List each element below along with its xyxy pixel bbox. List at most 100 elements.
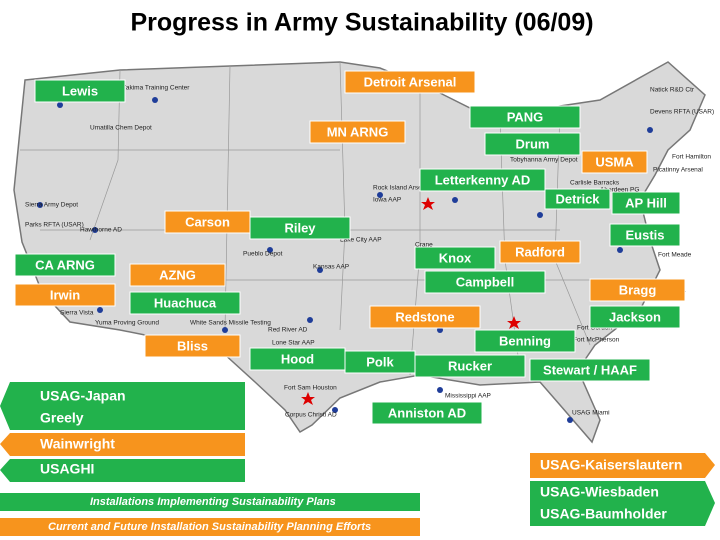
site-label: Parks RFTA (USAR) [25,222,84,229]
installation-box [129,263,226,287]
legend-bar [0,518,420,536]
installation-label: Irwin [50,287,80,302]
installation-label: USMA [595,154,634,169]
site-label: Fort Hamilton [672,154,711,161]
installation-label: MN ARNG [327,124,389,139]
installation-box [14,253,116,277]
overseas-label: USAG-Kaiserslautern [540,457,682,473]
site-label: Fort Meade [658,252,692,259]
installation-label: Detroit Arsenal [364,74,457,89]
site-label: USAG Miami [572,410,610,417]
legend-bar [0,493,420,511]
installation-label: Hood [281,351,314,366]
overseas-label: Wainwright [40,436,115,452]
installation-label: Bragg [619,282,657,297]
site-label: Lake City AAP [340,237,382,244]
site-label: Aberdeen PG [600,187,639,194]
site-label: Fort Sam Houston [284,385,337,392]
installation-box [129,291,241,315]
installation-box [309,120,406,144]
stars [301,197,521,405]
installation-box [414,354,526,378]
overseas-arrow [0,433,245,456]
installation-box [369,305,481,329]
overseas-label: Greely [40,410,84,426]
installation-label: Radford [515,244,565,259]
installation-label: PANG [507,109,544,124]
installation-box [344,70,476,94]
site-label: Fort McPherson [573,337,620,344]
site-label: Umatilla Chem Depot [90,125,152,132]
overseas-label: USAGHI [40,461,94,477]
overseas-arrow [0,459,245,482]
installation-box [34,79,126,103]
overseas-label: USAG-Baumholder [540,506,667,522]
installation-box [419,168,546,192]
site-label: Red River AD [268,327,308,334]
overseas-label: USAG-Japan [40,388,126,404]
installation-label: Knox [439,250,472,265]
installation-box [609,223,681,247]
installation-box [589,278,686,302]
overseas-arrow [530,453,715,478]
installation-label: Rucker [448,358,492,373]
site-label: Yakima Training Center [122,85,190,92]
overseas-label: USAG-Wiesbaden [540,484,659,500]
title: Progress in Army Sustainability (06/09) [130,9,593,37]
installation-label: Carson [185,214,230,229]
site-label: White Sands Missile Testing [190,320,271,327]
legend-text: Current and Future Installation Sustaina… [48,521,371,533]
site-label: Pueblo Depot [243,251,283,258]
site-label: Lone Star AAP [272,340,315,347]
installation-box [424,270,546,294]
installation-label: Drum [516,136,550,151]
site-label: Picatinny Arsenal [653,167,703,174]
site-label: Rock Island Arsenal [373,185,431,192]
installation-label: Riley [284,220,316,235]
installation-label: Eustis [625,227,664,242]
installation-box [14,283,116,307]
installation-label: Redstone [395,309,454,324]
installation-box [529,358,651,382]
site-label: Tobyhanna Army Depot [510,157,578,164]
installation-box [474,329,576,353]
installation-box [589,305,681,329]
installation-label: Lewis [62,83,98,98]
site-label: Mississippi AAP [445,393,491,400]
overseas-arrow [0,382,245,430]
installation-box [144,334,241,358]
overseas-arrow [530,481,715,526]
installation-label: AP Hill [625,195,667,210]
installation-label: Anniston AD [388,405,466,420]
installation-label: Stewart / HAAF [543,362,637,377]
installation-label: Campbell [456,274,515,289]
installation-label: Polk [366,354,394,369]
site-label: Carlisle Barracks [570,180,620,187]
installation-label: Detrick [555,191,600,206]
installation-label: Huachuca [154,295,217,310]
dots [37,97,653,423]
installation-label: CA ARNG [35,257,95,272]
installation-label: Benning [499,333,551,348]
installation-label: Bliss [177,338,208,353]
installation-box [499,240,581,264]
legend-text: Installations Implementing Sustainabilit… [90,496,336,508]
site-label: Yuma Proving Ground [95,320,159,327]
site-label: Kansas AAP [313,264,349,271]
site-label: Crane [415,242,433,249]
installation-box [484,132,581,156]
site-label: Iowa AAP [373,197,401,204]
site-label: Natick R&D Ctr [650,87,695,94]
installation-box [371,401,483,425]
installation-box [544,188,611,210]
site-label: Hawthorne AD [80,227,122,234]
installation-box [414,246,496,270]
installation-label: Letterkenny AD [435,172,531,187]
installation-box [469,105,581,129]
site-label: Sierra Army Depot [25,202,78,209]
site-label: Devens RFTA (USAR) [650,109,714,116]
installation-label: Jackson [609,309,661,324]
installation-label: AZNG [159,267,196,282]
installation-box [611,191,681,215]
